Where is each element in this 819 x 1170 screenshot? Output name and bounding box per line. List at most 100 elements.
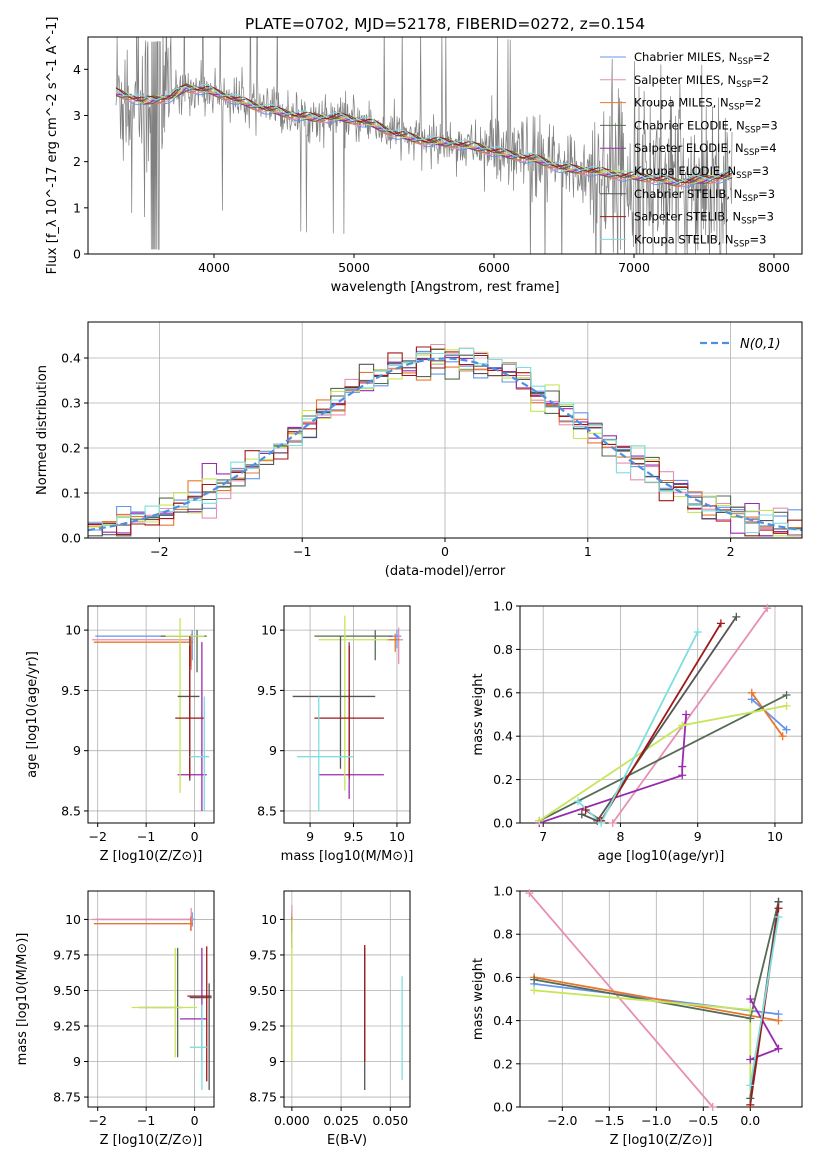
- legend-entry: Salpeter ELODIE, NSSP=4: [634, 141, 777, 158]
- residuals-ytick-label: 0.4: [61, 351, 81, 366]
- weight-vs-age-ytick-label: 0.2: [493, 772, 513, 787]
- mass-vs-z-ylabel: mass [log10(M/M⊙)]: [15, 933, 30, 1066]
- mass-vs-z-xtick-label: −1: [137, 1113, 155, 1128]
- spectrum-legend: Chabrier MILES, NSSP=2 Salpeter MILES, NS…: [600, 50, 778, 249]
- legend-entry: Chabrier ELODIE, NSSP=3: [634, 118, 778, 135]
- legend-nssp: =3: [757, 210, 774, 224]
- weight-point-marker: [774, 1016, 783, 1025]
- mass-vs-ebv-panel: 0.000 0.025 0.050 8.75 9 9.25 9.50 9.75 10 E(B-V): [249, 890, 411, 1148]
- weight-vs-age-frame: [519, 605, 803, 824]
- weight-line: [528, 892, 714, 1107]
- legend-entry: Salpeter STELIB, NSSP=3: [634, 210, 774, 227]
- weight-vs-age-xtick-label: 10: [767, 829, 783, 844]
- gaussian-legend-label: N(0,1): [740, 337, 781, 352]
- weight-line: [533, 976, 779, 1022]
- weight-vs-z-ytick-label: 0.8: [493, 927, 513, 942]
- spectrum-ytick-label: 3: [73, 108, 81, 123]
- residuals-xtick-label: −1: [293, 544, 311, 559]
- weight-vs-age-xtick-label: 9: [694, 829, 702, 844]
- mass-vs-z-ytick-label: 10: [65, 912, 81, 927]
- weight-point-marker: [577, 810, 586, 819]
- legend-entry: Kroupa MILES, NSSP=2: [634, 96, 761, 113]
- legend-subscript: SSP: [736, 80, 752, 90]
- age-vs-z-ytick-label: 10: [65, 623, 81, 638]
- legend-nssp: =2: [753, 50, 770, 64]
- weight-point-marker: [535, 816, 544, 825]
- weight-point-marker: [597, 819, 606, 827]
- residuals-ytick-label: 0.3: [61, 396, 81, 411]
- mass-vs-z-ytick-label: 8.75: [53, 1090, 81, 1105]
- legend-nssp: =3: [758, 187, 775, 201]
- age-vs-mass-xtick-label: 10: [389, 829, 405, 844]
- age-vs-mass-plot-area: [292, 615, 404, 811]
- weight-point-marker: [782, 690, 791, 699]
- residuals-xtick-label: 2: [727, 544, 735, 559]
- weight-point-marker: [774, 912, 783, 921]
- age-vs-mass-panel: 9 9.5 10 8.5 9 9.5 10 mass [log10(M/M⊙)]: [257, 605, 413, 864]
- weight-vs-age-plot-area: [538, 607, 788, 823]
- mass-vs-ebv-xtick-label: 0.025: [323, 1113, 359, 1128]
- weight-point-marker: [693, 628, 702, 637]
- residuals-xtick-label: 1: [584, 544, 592, 559]
- legend-subscript: SSP: [737, 57, 753, 67]
- legend-nssp: =2: [752, 73, 769, 87]
- weight-point-marker: [573, 797, 582, 806]
- spectrum-ylabel: Flux [f_λ 10^-17 erg cm^-2 s^-1 A^-1]: [45, 17, 60, 275]
- weight-vs-age-ytick-label: 1.0: [493, 599, 513, 614]
- spectrum-panel: 4000 5000 6000 7000 8000 0 1 2 3 4 wavelength [Ang…: [45, 17, 803, 295]
- residuals-ytick-label: 0.0: [61, 531, 81, 546]
- histogram-step-line: [88, 347, 802, 534]
- legend-subscript: SSP: [745, 125, 761, 135]
- legend-subscript: SSP: [742, 194, 758, 204]
- weight-point-marker: [763, 604, 772, 613]
- weight-vs-age-ytick-label: 0.4: [493, 729, 513, 744]
- weight-point-marker: [716, 619, 725, 628]
- weight-point-marker: [530, 986, 539, 995]
- mass-vs-ebv-xtick-label: 0.050: [372, 1113, 408, 1128]
- weight-line: [539, 714, 687, 823]
- weight-vs-z-xtick-label: −1.5: [594, 1113, 624, 1128]
- weight-point-marker: [525, 889, 534, 898]
- weight-point-marker: [746, 1005, 755, 1014]
- mass-vs-z-panel: −2 −1 0 8.75 9 9.25 9.50 9.75 10 Z [log10(Z/Z⊙)] m…: [15, 890, 215, 1148]
- age-vs-z-xtick-label: −2: [88, 829, 106, 844]
- mass-vs-z-ytick-label: 9.50: [53, 983, 81, 998]
- mass-vs-z-ytick-label: 9.75: [53, 947, 81, 962]
- spectrum-xtick-label: 8000: [758, 260, 790, 275]
- weight-vs-z-ytick-label: 0.4: [493, 1013, 513, 1028]
- weight-vs-z-ytick-label: 0.6: [493, 970, 513, 985]
- weight-point-marker: [746, 1055, 755, 1064]
- weight-vs-age-ytick-label: 0.0: [493, 816, 513, 831]
- mass-vs-z-xtick-label: 0: [191, 1113, 199, 1128]
- spectrum-frame: [87, 36, 803, 255]
- spectrum-xtick-label: 6000: [478, 260, 510, 275]
- age-vs-z-ylabel: age [log10(age/yr)]: [25, 651, 40, 778]
- weight-point-marker: [746, 1081, 755, 1090]
- mass-vs-z-xtick-label: −2: [88, 1113, 106, 1128]
- mass-vs-z-frame: [87, 890, 215, 1108]
- age-vs-mass-frame: [283, 605, 411, 824]
- weight-point-marker: [678, 762, 687, 771]
- histogram-step-line: [88, 346, 802, 537]
- weight-point-marker: [732, 612, 741, 621]
- mass-vs-ebv-xlabel: E(B-V): [327, 1133, 367, 1148]
- figure-title: PLATE=0702, MJD=52178, FIBERID=0272, z=0…: [245, 15, 645, 33]
- legend-entry: Salpeter MILES, NSSP=2: [634, 73, 769, 90]
- weight-point-marker: [747, 688, 756, 697]
- age-vs-z-panel: −2 −1 0 8.5 9 9.5 10 Z [log10(Z/Z⊙)] age [log10(…: [25, 605, 215, 864]
- weight-vs-age-xtick-label: 7: [539, 829, 547, 844]
- weight-vs-age-panel: 7 8 9 10 0.0 0.2 0.4 0.6 0.8 1.0 age [log10(age/yr…: [471, 599, 803, 864]
- weight-point-marker: [782, 701, 791, 710]
- legend-entry: Kroupa STELIB, NSSP=3: [634, 232, 766, 249]
- gaussian-curve: [88, 357, 802, 532]
- weight-vs-age-xlabel: age [log10(age/yr)]: [598, 849, 725, 864]
- weight-point-marker: [682, 710, 691, 719]
- spectrum-ytick-label: 1: [73, 200, 81, 215]
- weight-line: [749, 916, 780, 1086]
- weight-point-marker: [774, 1044, 783, 1053]
- spectrum-data-line: [115, 37, 733, 254]
- spectrum-xlabel: wavelength [Angstrom, rest frame]: [331, 280, 560, 295]
- spectrum-ytick-label: 2: [73, 154, 81, 169]
